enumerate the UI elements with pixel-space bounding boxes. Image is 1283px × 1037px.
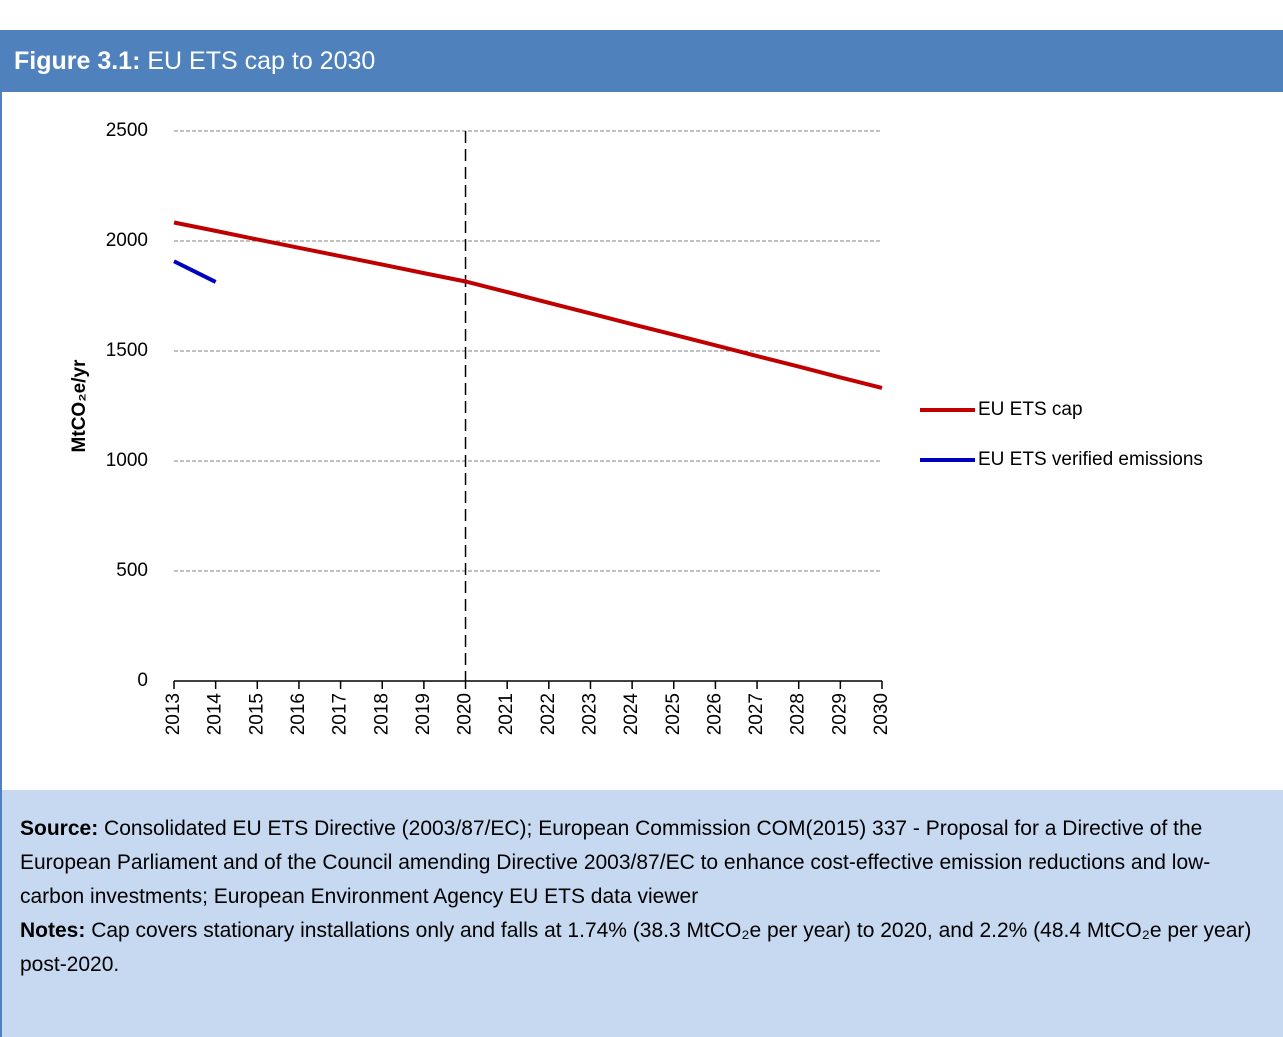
x-tick-label: 2027 (746, 693, 767, 735)
figure-title: Figure 3.1: EU ETS cap to 2030 (14, 47, 375, 75)
chart: Figure 3.1: EU ETS cap to 2030 MtCO₂e/yr… (0, 30, 1283, 790)
series-line (173, 220, 883, 390)
y-axis-label: MtCO₂e/yr (69, 359, 90, 453)
notes-text: Cap covers stationary installations only… (20, 919, 1252, 976)
x-tick-label: 2030 (871, 693, 892, 735)
x-tick-label: 2026 (704, 693, 725, 735)
x-tick-label: 2025 (663, 693, 684, 735)
x-tick-label: 2018 (371, 693, 392, 735)
header-bar (0, 30, 1283, 92)
legend-label: EU ETS cap (978, 399, 1083, 420)
x-tick-label: 2024 (621, 693, 642, 736)
y-tick-label: 2000 (106, 230, 148, 251)
x-tick-label: 2023 (579, 693, 600, 735)
notes-label: Notes: (20, 919, 86, 942)
series-line (173, 259, 217, 284)
y-tick-label: 2500 (106, 120, 148, 141)
x-tick-label: 2015 (246, 693, 267, 735)
x-tick-label: 2022 (538, 693, 559, 735)
x-tick-label: 2019 (413, 693, 434, 735)
x-tick-label: 2016 (288, 693, 309, 735)
notes-note: Notes: Cap covers stationary installatio… (20, 914, 1269, 982)
y-tick-label: 0 (137, 670, 148, 691)
x-tick-label: 2017 (330, 693, 351, 735)
figure-label: Figure 3.1: (14, 47, 140, 75)
source-note: Source: Consolidated EU ETS Directive (2… (20, 812, 1269, 914)
legend-label: EU ETS verified emissions (978, 449, 1203, 470)
y-tick-label: 1500 (106, 340, 148, 361)
x-tick-label: 2014 (205, 693, 226, 736)
y-tick-label: 1000 (106, 450, 148, 471)
title: EU ETS cap to 2030 (147, 47, 375, 75)
y-tick-label: 500 (116, 560, 148, 581)
source-label: Source: (20, 817, 99, 840)
x-tick-label: 2021 (496, 693, 517, 735)
notes-box: Source: Consolidated EU ETS Directive (2… (0, 790, 1283, 1037)
x-tick-label: 2028 (788, 693, 809, 735)
x-tick-label: 2020 (455, 693, 476, 735)
source-text: Consolidated EU ETS Directive (2003/87/E… (20, 817, 1211, 908)
x-tick-label: 2013 (163, 693, 184, 735)
x-tick-label: 2029 (829, 693, 850, 735)
